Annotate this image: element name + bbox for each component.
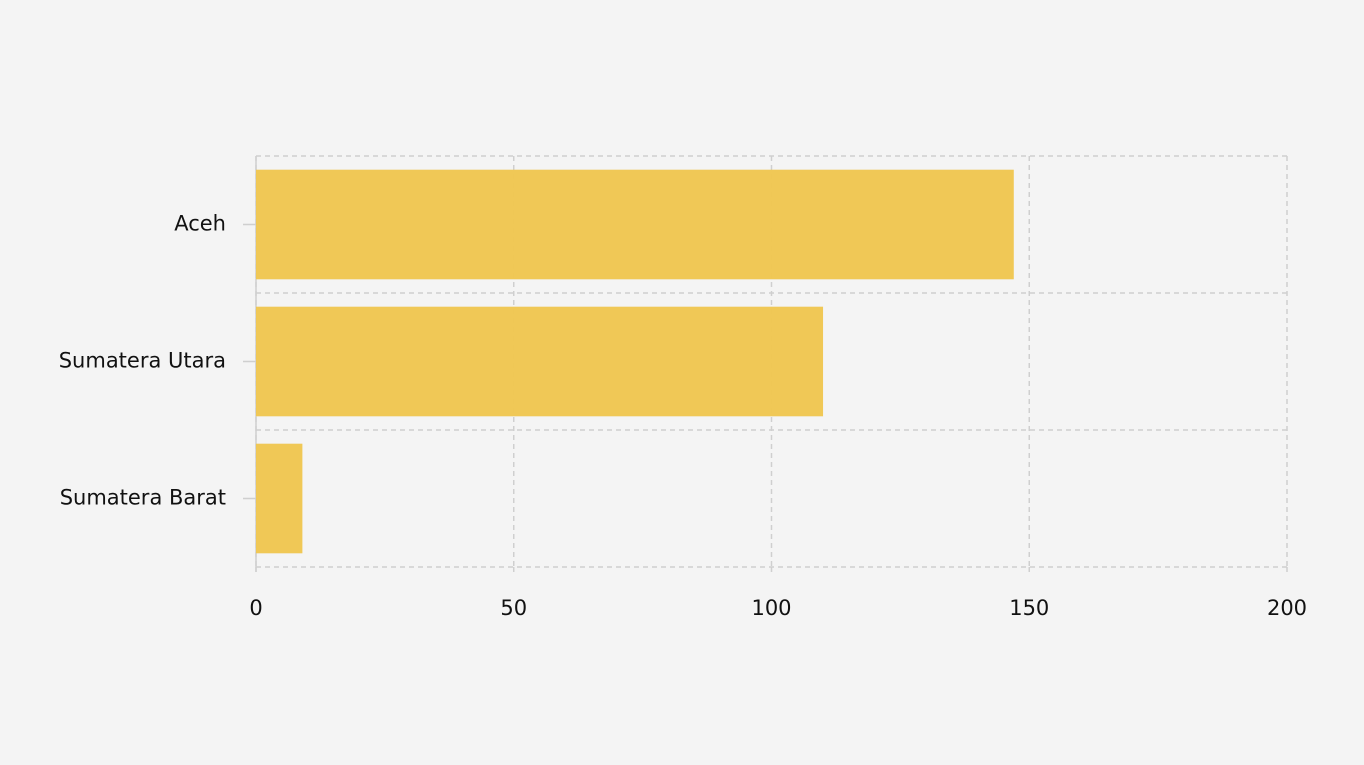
x-tick-label: 100 — [751, 596, 791, 620]
y-tick-label: Aceh — [174, 212, 226, 236]
x-tick-label: 200 — [1267, 596, 1307, 620]
y-tick-label: Sumatera Barat — [60, 486, 226, 510]
bar — [256, 443, 303, 554]
x-tick-label: 150 — [1009, 596, 1049, 620]
x-tick-label: 50 — [500, 596, 527, 620]
bar — [256, 306, 824, 417]
x-tick-label: 0 — [249, 596, 262, 620]
bar — [256, 169, 1014, 280]
y-tick-label: Sumatera Utara — [59, 349, 226, 373]
